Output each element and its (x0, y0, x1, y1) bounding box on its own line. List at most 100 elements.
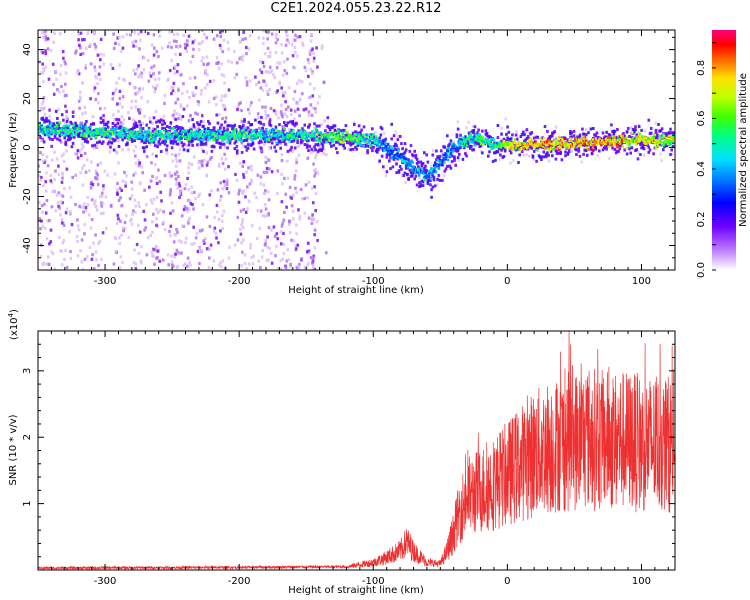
spectrogram-ridge-cell (435, 149, 438, 153)
spectrogram-noise-dot (216, 188, 220, 192)
spectrogram-ridge-cell (548, 143, 551, 147)
spectrogram-noise-dot (152, 254, 155, 259)
spectrogram-ridge-cell (604, 142, 608, 145)
spectrogram-ridge-cell (152, 116, 156, 120)
spectrogram-noise-dot (270, 261, 274, 265)
spectrogram-ridge-cell (534, 140, 537, 144)
spectrogram-ridge-cell (178, 138, 181, 142)
spectrogram-noise-dot (430, 163, 433, 167)
spectrogram-noise-dot (49, 228, 53, 232)
x-tick-label: -100 (362, 276, 385, 287)
spectrogram-ridge-cell (458, 152, 461, 156)
spectrogram-ridge-cell (468, 146, 472, 150)
spectrogram-noise-dot (203, 241, 206, 245)
spectrogram-ridge-cell (547, 145, 550, 149)
spectrogram-ridge-cell (69, 120, 72, 124)
spectrogram-ridge-cell (321, 144, 325, 148)
spectrogram-ridge-cell (585, 139, 588, 143)
spectrogram-ridge-cell (178, 126, 181, 129)
spectrogram-ridge-cell (516, 137, 519, 141)
spectrogram-noise-dot (61, 201, 64, 205)
spectrogram-noise-dot (212, 96, 216, 100)
spectrogram-noise-dot (220, 73, 224, 77)
spectrogram-ridge-cell (288, 140, 291, 143)
spectrogram-ridge-cell (41, 128, 44, 131)
spectrogram-ridge-cell (205, 135, 209, 138)
spectrogram-noise-dot (93, 65, 97, 69)
spectrogram-ridge-cell (414, 174, 418, 178)
spectrogram-ridge-cell (410, 159, 413, 163)
spectrogram-ridge-cell (613, 129, 617, 133)
spectrogram-ridge-cell (522, 130, 525, 134)
spectrogram-noise-dot (227, 256, 231, 260)
spectrogram-noise-dot (191, 40, 195, 44)
spectrogram-noise-dot (83, 105, 87, 109)
spectrogram-ridge-cell (368, 139, 371, 143)
spectrogram-ridge-cell (628, 143, 631, 147)
spectrogram-noise-dot (93, 32, 96, 36)
spectrogram-noise-dot (117, 161, 120, 165)
spectrogram-ridge-cell (271, 128, 274, 131)
spectrogram-ridge-cell (545, 143, 549, 147)
spectrogram-ridge-cell (252, 147, 256, 151)
spectrogram-ridge-cell (382, 140, 385, 144)
spectrogram-ridge-cell (418, 173, 421, 177)
spectrogram-noise-dot (234, 172, 237, 177)
spectrogram-noise-dot (240, 223, 243, 227)
spectrogram-noise-dot (102, 62, 106, 66)
spectrogram-noise-dot (130, 187, 134, 191)
spectrogram-noise-dot (145, 155, 149, 159)
spectrogram-ridge-cell (325, 140, 328, 144)
spectrogram-ridge-cell (302, 133, 305, 137)
spectrogram-ridge-cell (71, 115, 75, 118)
spectrogram-noise-dot (293, 45, 297, 50)
spectrogram-noise-dot (75, 49, 78, 53)
spectrogram-noise-dot (124, 181, 127, 185)
spectrogram-ridge-cell (208, 122, 211, 126)
spectrogram-noise-dot (200, 114, 204, 118)
spectrogram-noise-dot (320, 44, 324, 48)
spectrogram-noise-dot (137, 64, 140, 68)
spectrogram-ridge-cell (511, 133, 514, 137)
spectrogram-ridge-cell (564, 145, 567, 149)
colorbar-gradient (712, 30, 736, 270)
spectrogram-noise-dot (290, 43, 294, 47)
spectrogram-noise-dot (241, 58, 244, 62)
spectrogram-noise-dot (155, 223, 158, 227)
spectrogram-noise-dot (241, 218, 244, 222)
spectrogram-noise-dot (80, 142, 84, 146)
spectrogram-ridge-cell (443, 169, 447, 173)
spectrogram-ridge-cell (625, 147, 628, 150)
spectrogram-noise-dot (310, 221, 314, 225)
spectrogram-noise-dot (197, 166, 201, 170)
spectrogram-ridge-cell (625, 135, 628, 139)
spectrogram-ridge-cell (199, 143, 203, 147)
spectrogram-noise-dot (185, 144, 188, 148)
spectrogram-ridge-cell (210, 136, 213, 139)
spectrogram-ridge-cell (313, 122, 316, 126)
spectrogram-noise-dot (303, 211, 307, 215)
spectrogram-ridge-cell (665, 136, 669, 140)
spectrogram-noise-dot (43, 30, 47, 34)
spectrogram-ridge-cell (558, 145, 562, 149)
spectrogram-noise-dot (259, 182, 263, 186)
spectrogram-ridge-cell (360, 128, 363, 132)
spectrogram-noise-dot (112, 32, 115, 36)
spectrogram-noise-dot (175, 111, 178, 115)
spectrogram-noise-dot (200, 159, 204, 163)
spectrogram-noise-dot (197, 103, 200, 107)
spectrogram-noise-dot (219, 30, 222, 34)
spectrogram-ridge-cell (509, 144, 512, 148)
spectrogram-ridge-cell (266, 137, 269, 141)
spectrogram-noise-dot (312, 56, 316, 60)
spectrogram-ridge-cell (566, 138, 570, 142)
spectrogram-noise-dot (133, 248, 136, 252)
spectrogram-noise-dot (264, 109, 267, 113)
spectrogram-noise-dot (138, 47, 141, 51)
spectrogram-ridge-cell (185, 129, 188, 133)
spectrogram-noise-dot (52, 40, 56, 44)
spectrogram-noise-dot (322, 151, 325, 156)
spectrogram-noise-dot (116, 102, 119, 106)
spectrogram-noise-dot (97, 263, 100, 267)
spectrogram-ridge-cell (98, 129, 102, 133)
